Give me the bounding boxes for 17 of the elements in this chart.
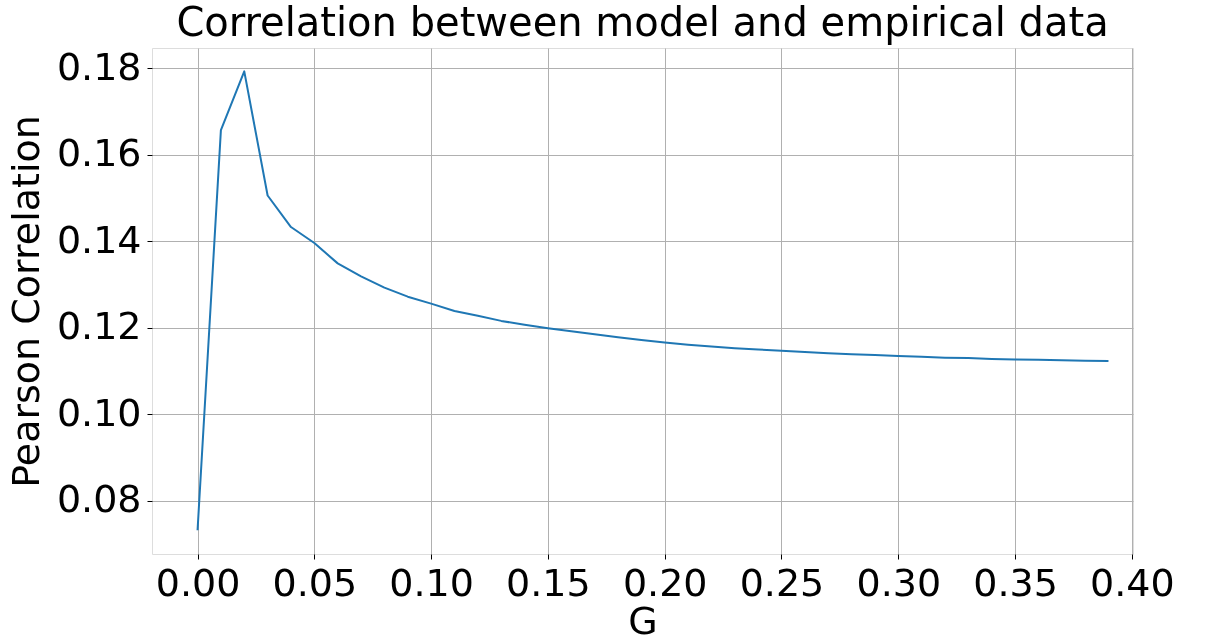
y-tick-label: 0.12: [56, 304, 142, 349]
x-tick-label: 0.15: [506, 560, 591, 605]
x-tick-label: 0.40: [1090, 560, 1175, 605]
x-tick-label: 0.00: [155, 560, 241, 605]
y-tick-label: 0.08: [56, 477, 142, 522]
x-tick-label: 0.10: [389, 560, 474, 605]
x-tick-label: 0.35: [973, 560, 1058, 605]
y-tick-label: 0.14: [56, 217, 142, 262]
y-tick-label: 0.18: [56, 44, 142, 89]
line-series: [196, 70, 1110, 532]
y-tick-label: 0.16: [56, 131, 142, 176]
y-axis-title: Pearson Correlation: [3, 115, 48, 488]
x-tick-label: 0.05: [272, 560, 358, 605]
x-tick-label: 0.30: [856, 560, 942, 605]
y-tick-label: 0.10: [56, 390, 142, 435]
chart-title: Correlation between model and empirical data: [176, 0, 1109, 45]
x-tick-label: 0.25: [739, 560, 825, 605]
